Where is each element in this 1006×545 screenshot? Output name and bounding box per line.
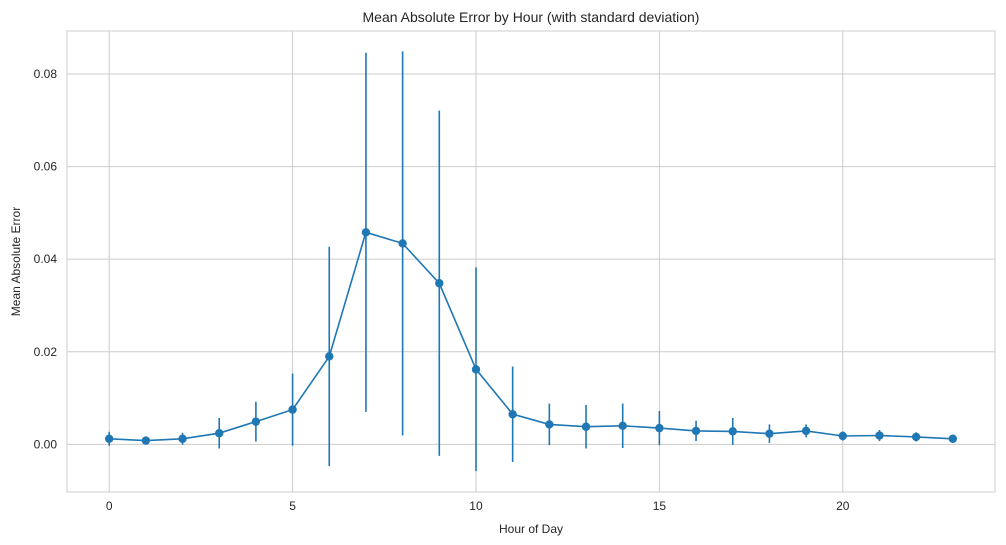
data-point <box>361 228 371 237</box>
data-point <box>911 432 921 442</box>
y-tick-label: 0.06 <box>34 160 58 174</box>
x-tick-label: 5 <box>289 499 296 513</box>
y-tick-labels: 0.00 0.02 0.04 0.06 0.08 <box>34 67 58 451</box>
data-point <box>838 431 847 441</box>
x-tick-label: 10 <box>469 499 483 513</box>
chart-title: Mean Absolute Error by Hour (with standa… <box>363 9 700 25</box>
x-tick-labels: 0 5 10 15 20 <box>106 499 850 513</box>
data-point <box>618 421 627 431</box>
y-tick-label: 0.02 <box>34 345 58 359</box>
data-point <box>655 423 664 433</box>
plot-frame <box>66 30 996 493</box>
y-axis-title: Mean Absolute Error <box>9 207 23 316</box>
data-points <box>104 228 958 445</box>
data-point <box>471 365 481 374</box>
data-point <box>545 420 554 429</box>
x-tick-label: 15 <box>653 499 667 513</box>
x-axis-title: Hour of Day <box>499 522 563 536</box>
data-point <box>398 239 407 248</box>
data-point <box>875 431 884 440</box>
data-point <box>141 436 151 445</box>
data-point <box>215 429 224 438</box>
x-tick-label: 0 <box>106 499 113 513</box>
data-point <box>948 434 958 443</box>
x-tick-label: 20 <box>836 499 850 513</box>
data-point <box>251 417 261 426</box>
data-point <box>325 352 334 361</box>
error-bars <box>108 51 954 472</box>
y-tick-label: 0.04 <box>34 252 58 266</box>
series-line <box>109 231 953 442</box>
data-point <box>728 427 737 436</box>
data-point <box>691 426 701 436</box>
data-point <box>435 279 444 288</box>
data-point <box>508 410 517 419</box>
data-point <box>765 429 774 438</box>
data-point <box>178 434 187 443</box>
y-tick-label: 0.08 <box>34 67 58 81</box>
data-point <box>104 434 114 443</box>
data-point <box>801 426 811 436</box>
data-point <box>288 405 297 414</box>
data-point <box>581 422 591 431</box>
grid <box>67 31 995 492</box>
y-tick-label: 0.00 <box>34 437 58 451</box>
